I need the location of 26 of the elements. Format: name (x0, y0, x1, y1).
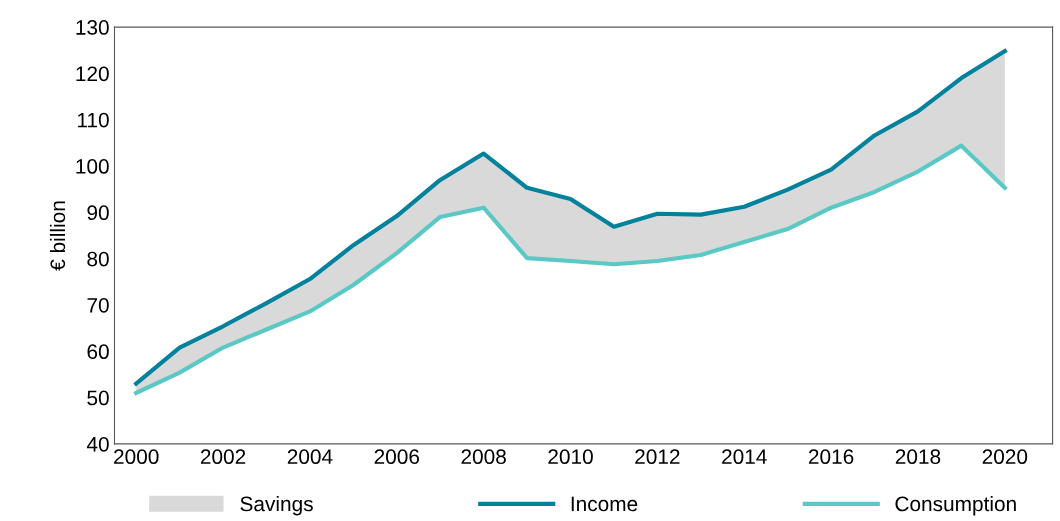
x-tick-label: 2016 (808, 449, 854, 465)
x-tick-label: 2004 (287, 449, 333, 465)
x-tick-label: 2008 (461, 449, 506, 465)
y-tick-label: 120 (76, 66, 109, 82)
x-tick-label: 2010 (548, 449, 593, 465)
y-tick-label: 70 (87, 297, 109, 313)
x-tick-label: 2020 (982, 449, 1028, 465)
legend-label: Savings (240, 495, 313, 516)
y-axis-title: € billion (49, 201, 66, 271)
y-tick-label: 130 (76, 20, 109, 35)
legend-label: Income (571, 496, 638, 512)
x-tick-label: 2018 (895, 449, 941, 465)
y-tick-label: 60 (87, 344, 109, 360)
x-tick-label: 2002 (200, 449, 246, 465)
y-tick-label: 40 (86, 436, 109, 452)
x-tick-label: 2006 (374, 449, 420, 465)
y-tick-label: 90 (87, 205, 109, 221)
y-tick-label: 80 (87, 251, 109, 267)
legend-label: Consumption (895, 495, 1016, 516)
x-tick-label: 2014 (722, 449, 767, 465)
y-tick-label: 50 (87, 390, 109, 406)
x-tick-label: 2012 (635, 449, 680, 465)
y-tick-label: 100 (76, 159, 109, 174)
x-tick-label: 2000 (114, 449, 159, 465)
y-tick-label: 110 (77, 112, 109, 128)
line-series (134, 143, 1007, 396)
